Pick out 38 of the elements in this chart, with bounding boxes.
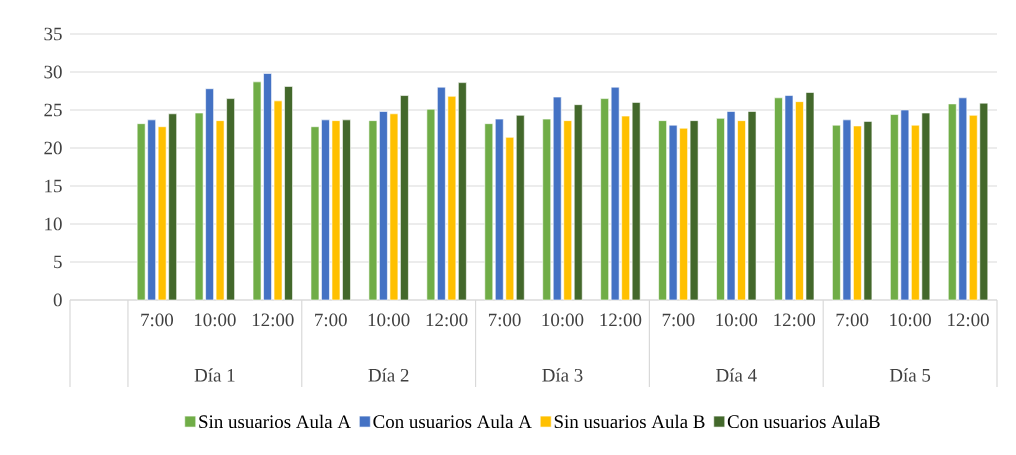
x-tick-label: 10:00 xyxy=(890,313,931,327)
bar xyxy=(631,102,641,301)
x-tick-label: 7:00 xyxy=(662,313,695,327)
y-tick-label: 10 xyxy=(45,217,62,231)
bar xyxy=(573,104,583,301)
x-tick-label: 7:00 xyxy=(836,313,869,327)
y-tick-label: 15 xyxy=(45,179,62,193)
x-tick-label: 10:00 xyxy=(716,313,758,327)
text: Día 2 xyxy=(368,368,409,382)
y-tick-label: 25 xyxy=(44,103,62,117)
x-tick-label: 7:00 xyxy=(488,313,521,327)
y-tick-label: 30 xyxy=(44,65,62,79)
x-tick-label: 7:00 xyxy=(141,313,174,327)
legend-label: Con usuarios AulaB xyxy=(727,414,880,429)
y-tick-label: 35 xyxy=(44,27,62,41)
y-tick-label: 0 xyxy=(53,293,62,307)
x-tick-label: 12:00 xyxy=(600,313,642,327)
x-tick-label: 7:00 xyxy=(315,313,347,327)
legend-label: Con usuarios Aula A xyxy=(373,414,532,429)
text: Día 5 xyxy=(889,368,931,382)
x-tick-label: 12:00 xyxy=(426,313,468,327)
y-tick-label: 20 xyxy=(44,141,62,155)
bar xyxy=(484,123,494,301)
x-tick-label: 10:00 xyxy=(542,313,584,327)
text: Día 4 xyxy=(716,368,757,382)
x-tick-label: 12:00 xyxy=(948,313,989,327)
x-tick-label: 12:00 xyxy=(252,313,294,327)
x-tick-label: 10:00 xyxy=(194,313,236,327)
text: Día 1 xyxy=(194,368,235,382)
y-tick-label: 5 xyxy=(54,255,62,269)
legend-label: Sin usuarios Aula A xyxy=(199,414,351,429)
bar xyxy=(600,98,609,301)
text: Día 3 xyxy=(542,368,583,382)
bar xyxy=(542,118,552,301)
bar xyxy=(515,115,525,301)
x-tick-label: 12:00 xyxy=(774,313,816,327)
legend-label: Sin usuarios Aula B xyxy=(554,414,705,429)
x-tick-label: 10:00 xyxy=(368,313,410,327)
